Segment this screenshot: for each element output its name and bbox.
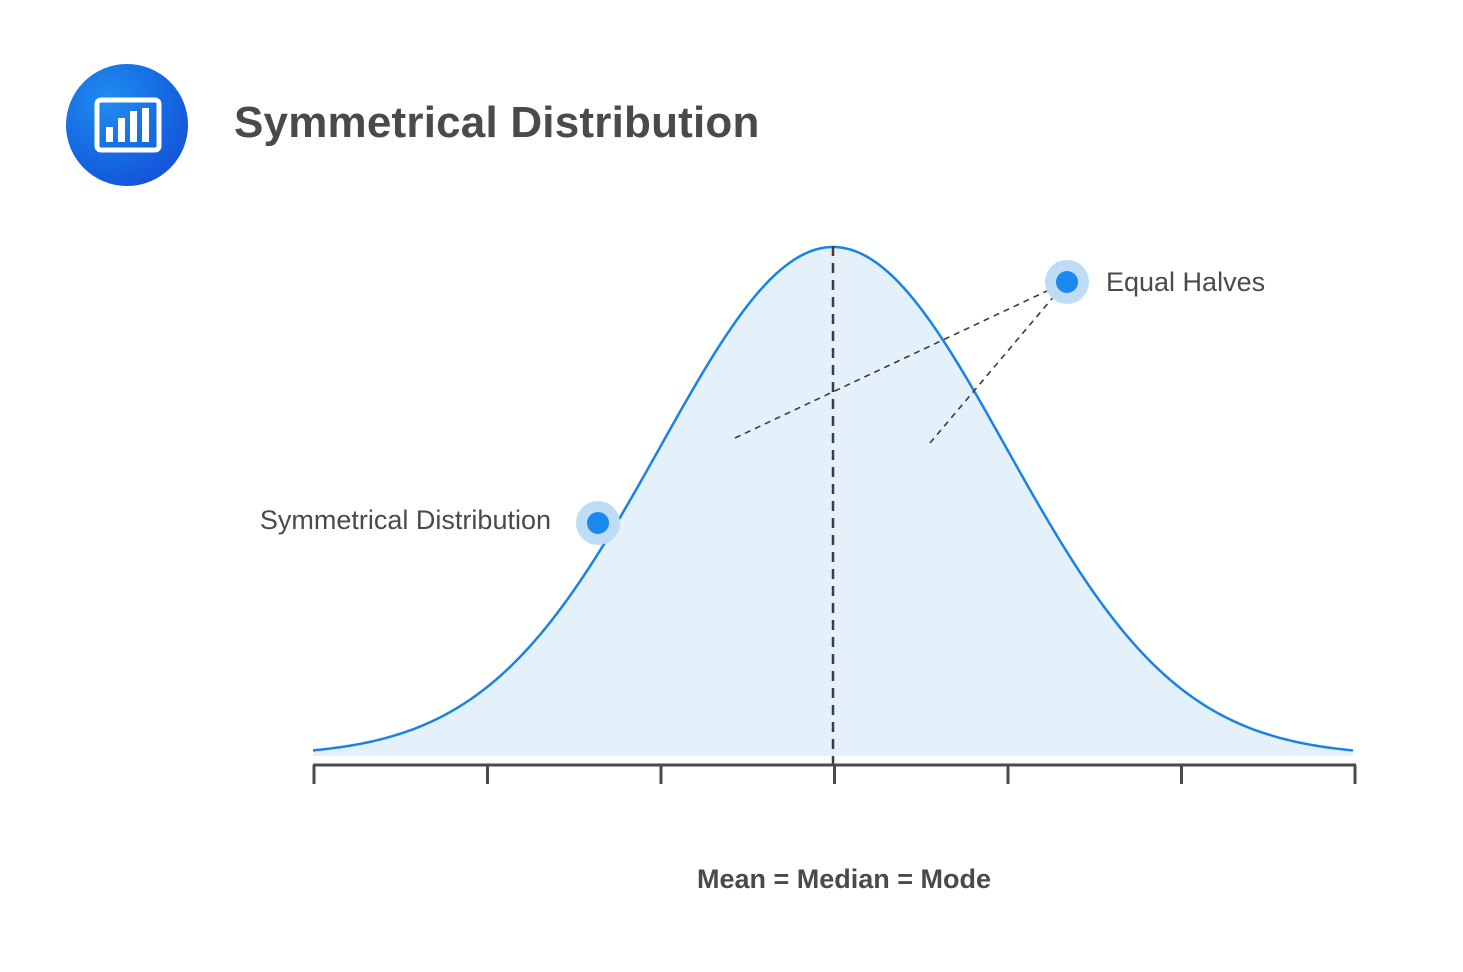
- symmetrical-distribution-label: Symmetrical Distribution: [260, 505, 551, 535]
- bar-chart-icon: [94, 97, 162, 153]
- equal-halves-label: Equal Halves: [1106, 267, 1265, 297]
- page-title: Symmetrical Distribution: [234, 98, 760, 147]
- left-half-pointer-line: [734, 281, 1067, 439]
- x-axis-ticks: [312, 765, 1357, 784]
- x-axis-label: Mean = Median = Mode: [697, 864, 991, 894]
- equal-halves-marker: [1056, 271, 1078, 293]
- symmetrical-marker: [587, 512, 609, 534]
- logo-badge: [66, 64, 188, 186]
- right-half-pointer-line: [929, 281, 1067, 444]
